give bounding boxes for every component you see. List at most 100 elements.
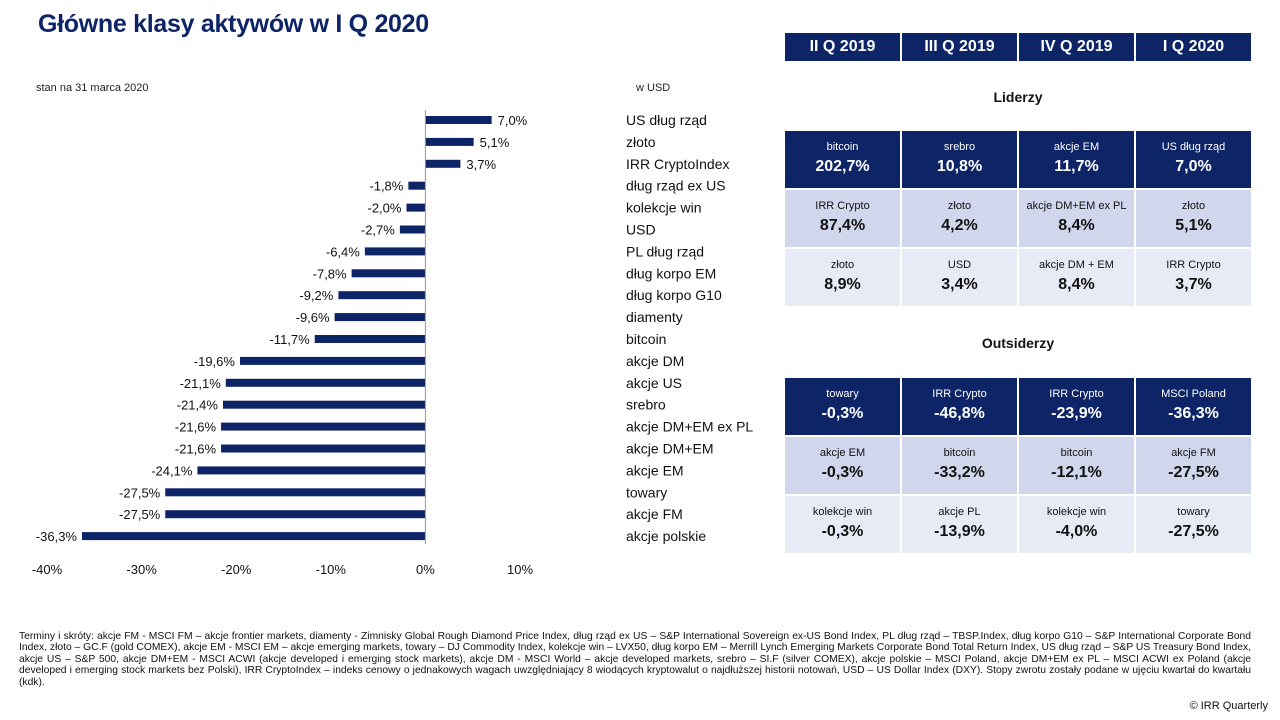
leader-cell: IRR Crypto 87,4% <box>785 190 900 247</box>
leader-cell: bitcoin 202,7% <box>785 131 900 188</box>
return-value: -12,1% <box>1051 464 1102 481</box>
leader-cell: USD 3,4% <box>902 249 1017 306</box>
x-tick-label: -20% <box>221 562 252 577</box>
asset-name: złoto <box>830 259 855 271</box>
asset-name: towary <box>826 388 859 400</box>
category-label: kolekcje win <box>626 200 701 216</box>
category-label: bitcoin <box>626 331 666 347</box>
return-value: 202,7% <box>815 158 870 175</box>
return-value: 7,0% <box>1175 158 1212 175</box>
bar <box>314 335 426 343</box>
quarter-header: IV Q 2019 <box>1019 33 1134 61</box>
outsider-cell: IRR Crypto -46,8% <box>902 378 1017 435</box>
bar <box>334 313 426 322</box>
x-tick-label: 0% <box>416 562 435 577</box>
bar <box>221 444 426 453</box>
category-label: US dług rząd <box>626 112 707 128</box>
outsider-cell: bitcoin -12,1% <box>1019 437 1134 494</box>
category-label: dług rząd ex US <box>626 178 726 194</box>
leader-cell: IRR Crypto 3,7% <box>1136 249 1251 306</box>
asset-name: akcje EM <box>1053 141 1100 153</box>
data-label: -21,4% <box>177 398 219 413</box>
asset-name: kolekcje win <box>812 506 873 518</box>
asset-name: bitcoin <box>943 447 976 459</box>
return-value: -0,3% <box>821 464 864 481</box>
data-label: -2,0% <box>368 201 402 216</box>
bar <box>239 356 426 365</box>
data-label: -1,8% <box>369 179 403 194</box>
return-value: -4,0% <box>1055 523 1098 540</box>
leader-cell: złoto 8,9% <box>785 249 900 306</box>
bar <box>222 400 426 409</box>
data-label: -36,3% <box>36 529 78 544</box>
leaders-title: Liderzy <box>993 89 1043 105</box>
category-label: diamenty <box>626 309 683 325</box>
data-label: -21,6% <box>175 420 217 435</box>
asset-name: złoto <box>947 200 972 212</box>
leader-cell: srebro 10,8% <box>902 131 1017 188</box>
copyright-notice: © IRR Quarterly <box>1189 700 1268 712</box>
category-label: dług korpo G10 <box>626 287 722 303</box>
category-label: akcje DM+EM ex PL <box>626 419 753 435</box>
asset-name: bitcoin <box>826 141 859 153</box>
outsider-cell: kolekcje win -0,3% <box>785 496 900 553</box>
asset-name: MSCI Poland <box>1161 388 1226 400</box>
asset-name: USD <box>947 259 972 271</box>
leader-cell: US dług rząd 7,0% <box>1136 131 1251 188</box>
currency-unit-label: w USD <box>636 82 671 94</box>
return-value: -23,9% <box>1051 405 1102 422</box>
bar <box>425 159 461 168</box>
asset-name: IRR Crypto <box>1049 388 1104 400</box>
data-label: -11,7% <box>269 332 310 347</box>
category-label: IRR CryptoIndex <box>626 156 729 172</box>
quarter-header: II Q 2019 <box>785 33 900 61</box>
return-value: -27,5% <box>1168 464 1219 481</box>
return-value: 3,4% <box>941 276 978 293</box>
leader-cell: akcje DM+EM ex PL 8,4% <box>1019 190 1134 247</box>
bar <box>364 247 426 256</box>
leaders-table: bitcoin 202,7% srebro 10,8% akcje EM 11,7% US … <box>785 131 1251 306</box>
asset-name: IRR Crypto <box>815 200 870 212</box>
data-label: -7,8% <box>313 266 347 281</box>
leader-cell: akcje DM + EM 8,4% <box>1019 249 1134 306</box>
asset-name: akcje PL <box>938 506 981 518</box>
outsider-cell: akcje PL -13,9% <box>902 496 1017 553</box>
asset-name: bitcoin <box>1060 447 1093 459</box>
return-value: -36,3% <box>1168 405 1219 422</box>
return-value: 11,7% <box>1054 158 1099 175</box>
outsider-cell: akcje EM -0,3% <box>785 437 900 494</box>
bar <box>225 378 426 387</box>
asset-name: kolekcje win <box>1046 506 1107 518</box>
bar <box>425 116 492 124</box>
category-label: towary <box>626 484 667 500</box>
return-value: -0,3% <box>821 405 864 422</box>
x-tick-label: -40% <box>32 562 63 577</box>
outsider-cell: kolekcje win -4,0% <box>1019 496 1134 553</box>
data-label: -19,6% <box>194 354 236 369</box>
asset-name: złoto <box>1181 200 1206 212</box>
category-label: akcje US <box>626 375 682 391</box>
asset-name: akcje DM + EM <box>1039 259 1114 271</box>
return-value: 87,4% <box>819 217 866 234</box>
bar <box>338 291 426 300</box>
bar <box>221 422 426 431</box>
x-tick-label: -30% <box>126 562 157 577</box>
category-label: USD <box>626 222 656 238</box>
bar <box>165 510 426 519</box>
return-value: 4,2% <box>941 217 978 234</box>
outsider-cell: akcje FM -27,5% <box>1136 437 1251 494</box>
return-value: 3,7% <box>1175 276 1212 293</box>
return-value: 8,4% <box>1058 276 1095 293</box>
category-label: akcje polskie <box>626 528 706 544</box>
bar <box>406 203 426 212</box>
bar <box>351 269 426 278</box>
data-label: 3,7% <box>466 157 496 172</box>
x-tick-label: -10% <box>316 562 347 577</box>
data-label: 5,1% <box>480 135 510 150</box>
outsider-cell: MSCI Poland -36,3% <box>1136 378 1251 435</box>
leader-cell: złoto 4,2% <box>902 190 1017 247</box>
outsider-cell: towary -0,3% <box>785 378 900 435</box>
category-label: akcje EM <box>626 462 684 478</box>
asset-name: srebro <box>943 141 976 153</box>
terms-footnote: Terminy i skróty: akcje FM - MSCI FM – a… <box>19 631 1251 688</box>
